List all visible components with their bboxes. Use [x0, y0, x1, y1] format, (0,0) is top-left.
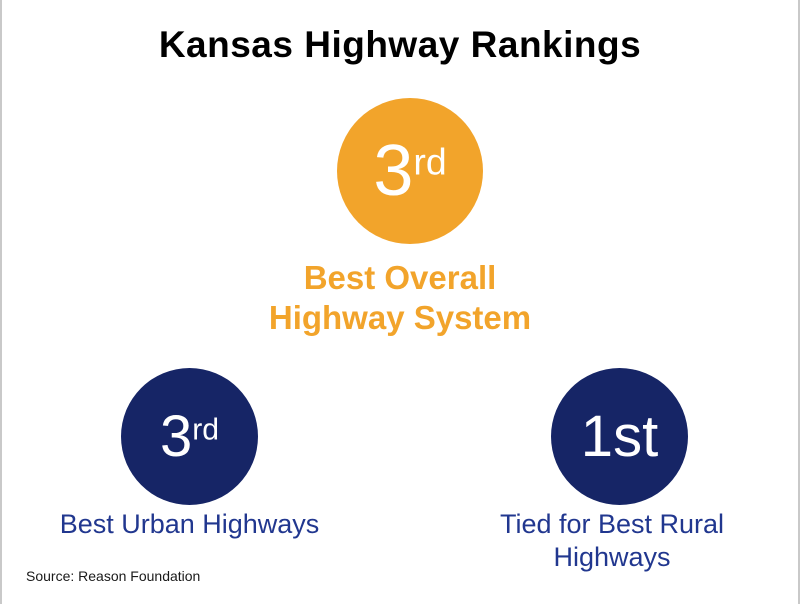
urban-rank-suffix: rd [192, 412, 220, 446]
rural-label-line1: Tied for Best Rural [499, 509, 725, 539]
rural-rank-number: 1 [580, 403, 614, 469]
rural-label-line2: Highways [553, 541, 671, 572]
rural-rank-suffix: st [613, 403, 659, 469]
rural-label: Tied for Best Rural Highways [432, 508, 792, 574]
urban-rank-number: 3 [159, 403, 193, 469]
overall-label: Best Overall Highway System [2, 258, 798, 339]
page-title: Kansas Highway Rankings [158, 24, 642, 65]
urban-label: Best Urban Highways [59, 509, 320, 539]
overall-rank-number: 3 [373, 131, 414, 211]
source-credit: Source: Reason Foundation [26, 568, 201, 584]
overall-label-line2: Highway System [268, 299, 532, 337]
urban-rank: 3rd [160, 407, 220, 466]
overall-rank-badge: 3rd [337, 98, 483, 244]
rural-rank: 1st [581, 407, 658, 466]
overall-rank: 3rd [373, 135, 446, 207]
urban-rank-badge: 3rd [121, 368, 258, 505]
rural-rank-badge: 1st [551, 368, 688, 505]
overall-rank-suffix: rd [413, 140, 447, 183]
overall-label-line1: Best Overall [303, 259, 497, 296]
